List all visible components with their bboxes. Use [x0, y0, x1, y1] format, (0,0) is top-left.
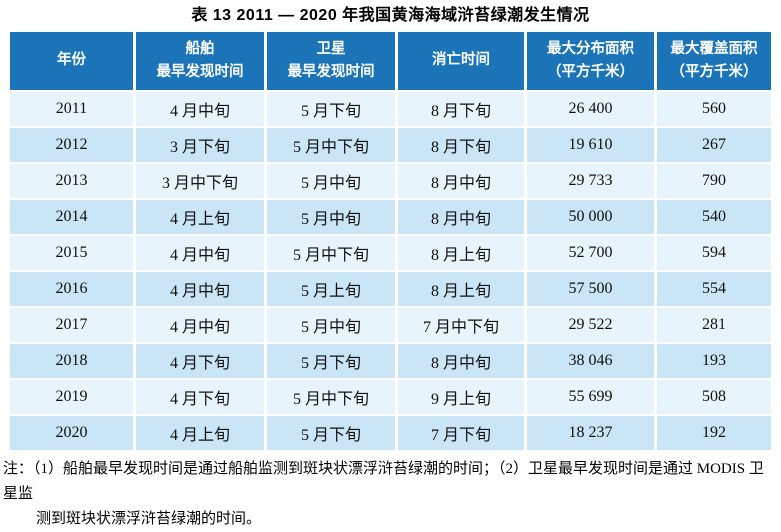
green-tide-table: 年份 船舶 最早发现时间 卫星 最早发现时间 消亡时间 最大分布面积 （平方千米…: [7, 30, 774, 452]
cell-extinction-time: 8 月中旬: [398, 344, 524, 378]
header-satellite-first-detect-time: 卫星 最早发现时间: [267, 32, 395, 90]
table-row: 2013 3 月中下旬 5 月中旬 8 月中旬 29 733 790: [10, 164, 771, 198]
cell-year: 2018: [10, 344, 133, 378]
cell-extinction-time: 9 月上旬: [398, 380, 524, 414]
cell-year: 2016: [10, 272, 133, 306]
table-row: 2019 4 月下旬 5 月中下旬 9 月上旬 55 699 508: [10, 380, 771, 414]
cell-extinction-time: 8 月中旬: [398, 200, 524, 234]
cell-satellite-first-detect-time: 5 月中下旬: [267, 128, 395, 162]
table-row: 2020 4 月上旬 5 月下旬 7 月下旬 18 237 192: [10, 416, 771, 450]
cell-extinction-time: 7 月中下旬: [398, 308, 524, 342]
cell-satellite-first-detect-time: 5 月下旬: [267, 344, 395, 378]
cell-year: 2012: [10, 128, 133, 162]
cell-extinction-time: 8 月下旬: [398, 128, 524, 162]
cell-max-distribution-area: 57 500: [527, 272, 654, 306]
cell-year: 2011: [10, 92, 133, 126]
page-title: 表 13 2011 — 2020 年我国黄海海域浒苔绿潮发生情况: [191, 7, 590, 24]
table-row: 2011 4 月中旬 5 月下旬 8 月下旬 26 400 560: [10, 92, 771, 126]
header-extinction-time: 消亡时间: [398, 32, 524, 90]
cell-max-distribution-area: 55 699: [527, 380, 654, 414]
cell-max-coverage-area: 508: [657, 380, 771, 414]
cell-max-distribution-area: 29 522: [527, 308, 654, 342]
cell-satellite-first-detect-time: 5 月中旬: [267, 200, 395, 234]
table-row: 2014 4 月上旬 5 月中旬 8 月中旬 50 000 540: [10, 200, 771, 234]
cell-max-distribution-area: 19 610: [527, 128, 654, 162]
header-max-distribution-area: 最大分布面积 （平方千米）: [527, 32, 654, 90]
cell-max-distribution-area: 52 700: [527, 236, 654, 270]
table-row: 2018 4 月下旬 5 月下旬 8 月中旬 38 046 193: [10, 344, 771, 378]
header-ship-first-detect-time: 船舶 最早发现时间: [136, 32, 264, 90]
cell-satellite-first-detect-time: 5 月中旬: [267, 164, 395, 198]
table-row: 2012 3 月下旬 5 月中下旬 8 月下旬 19 610 267: [10, 128, 771, 162]
cell-max-distribution-area: 50 000: [527, 200, 654, 234]
cell-max-coverage-area: 193: [657, 344, 771, 378]
cell-max-coverage-area: 540: [657, 200, 771, 234]
cell-satellite-first-detect-time: 5 月下旬: [267, 92, 395, 126]
cell-extinction-time: 8 月上旬: [398, 236, 524, 270]
cell-extinction-time: 8 月上旬: [398, 272, 524, 306]
cell-satellite-first-detect-time: 5 月下旬: [267, 416, 395, 450]
table-header: 年份 船舶 最早发现时间 卫星 最早发现时间 消亡时间 最大分布面积 （平方千米…: [10, 32, 771, 90]
cell-extinction-time: 7 月下旬: [398, 416, 524, 450]
cell-ship-first-detect-time: 3 月下旬: [136, 128, 264, 162]
cell-max-coverage-area: 554: [657, 272, 771, 306]
cell-year: 2013: [10, 164, 133, 198]
cell-satellite-first-detect-time: 5 月中旬: [267, 308, 395, 342]
cell-max-coverage-area: 267: [657, 128, 771, 162]
cell-satellite-first-detect-time: 5 月中下旬: [267, 380, 395, 414]
cell-max-coverage-area: 281: [657, 308, 771, 342]
cell-year: 2017: [10, 308, 133, 342]
table-row: 2015 4 月中旬 5 月中下旬 8 月上旬 52 700 594: [10, 236, 771, 270]
cell-ship-first-detect-time: 4 月上旬: [136, 416, 264, 450]
cell-max-coverage-area: 192: [657, 416, 771, 450]
footnote-line-1: 注：（1）船舶最早发现时间是通过船舶监测到斑块状漂浮浒苔绿潮的时间；（2）卫星最…: [3, 461, 764, 502]
cell-max-distribution-area: 18 237: [527, 416, 654, 450]
cell-extinction-time: 8 月中旬: [398, 164, 524, 198]
cell-ship-first-detect-time: 4 月中旬: [136, 308, 264, 342]
table-row: 2016 4 月中旬 5 月上旬 8 月上旬 57 500 554: [10, 272, 771, 306]
table-footnotes: 注：（1）船舶最早发现时间是通过船舶监测到斑块状漂浮浒苔绿潮的时间；（2）卫星最…: [3, 457, 775, 532]
cell-ship-first-detect-time: 4 月中旬: [136, 92, 264, 126]
cell-max-coverage-area: 560: [657, 92, 771, 126]
cell-year: 2019: [10, 380, 133, 414]
cell-year: 2014: [10, 200, 133, 234]
cell-max-coverage-area: 594: [657, 236, 771, 270]
cell-satellite-first-detect-time: 5 月上旬: [267, 272, 395, 306]
cell-ship-first-detect-time: 4 月下旬: [136, 344, 264, 378]
cell-max-distribution-area: 38 046: [527, 344, 654, 378]
cell-satellite-first-detect-time: 5 月中下旬: [267, 236, 395, 270]
header-row: 年份 船舶 最早发现时间 卫星 最早发现时间 消亡时间 最大分布面积 （平方千米…: [10, 32, 771, 90]
cell-year: 2015: [10, 236, 133, 270]
table-body: 2011 4 月中旬 5 月下旬 8 月下旬 26 400 560 2012 3 月下旬 5 月…: [10, 92, 771, 450]
table-row: 2017 4 月中旬 5 月中旬 7 月中下旬 29 522 281: [10, 308, 771, 342]
header-year: 年份: [10, 32, 133, 90]
cell-max-distribution-area: 29 733: [527, 164, 654, 198]
cell-extinction-time: 8 月下旬: [398, 92, 524, 126]
cell-ship-first-detect-time: 4 月下旬: [136, 380, 264, 414]
cell-ship-first-detect-time: 3 月中下旬: [136, 164, 264, 198]
footnote-line-2: 测到斑块状漂浮浒苔绿潮的时间。: [36, 511, 262, 527]
cell-year: 2020: [10, 416, 133, 450]
cell-max-coverage-area: 790: [657, 164, 771, 198]
cell-ship-first-detect-time: 4 月中旬: [136, 236, 264, 270]
cell-max-distribution-area: 26 400: [527, 92, 654, 126]
header-max-coverage-area: 最大覆盖面积 （平方千米）: [657, 32, 771, 90]
cell-ship-first-detect-time: 4 月上旬: [136, 200, 264, 234]
cell-ship-first-detect-time: 4 月中旬: [136, 272, 264, 306]
